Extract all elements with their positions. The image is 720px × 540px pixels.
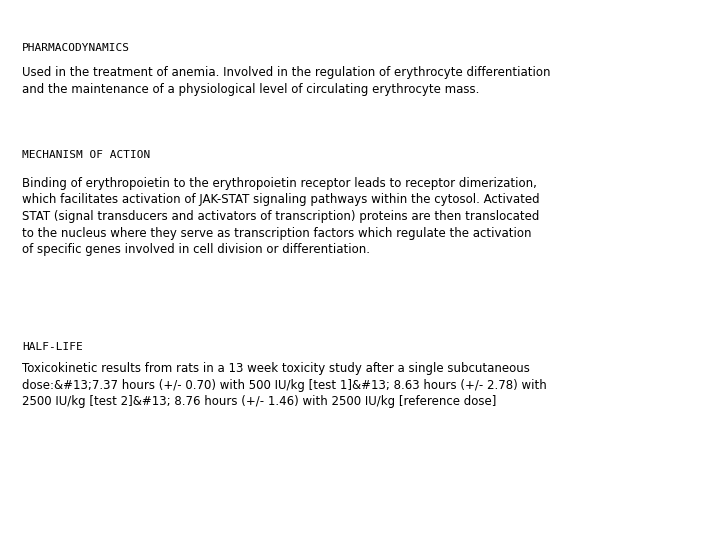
Text: HALF-LIFE: HALF-LIFE: [22, 342, 83, 352]
Text: Toxicokinetic results from rats in a 13 week toxicity study after a single subcu: Toxicokinetic results from rats in a 13 …: [22, 362, 546, 408]
Text: Used in the treatment of anemia. Involved in the regulation of erythrocyte diffe: Used in the treatment of anemia. Involve…: [22, 66, 551, 96]
Text: PHARMACODYNAMICS: PHARMACODYNAMICS: [22, 43, 130, 53]
Text: Binding of erythropoietin to the erythropoietin receptor leads to receptor dimer: Binding of erythropoietin to the erythro…: [22, 177, 539, 256]
Text: MECHANISM OF ACTION: MECHANISM OF ACTION: [22, 150, 150, 160]
